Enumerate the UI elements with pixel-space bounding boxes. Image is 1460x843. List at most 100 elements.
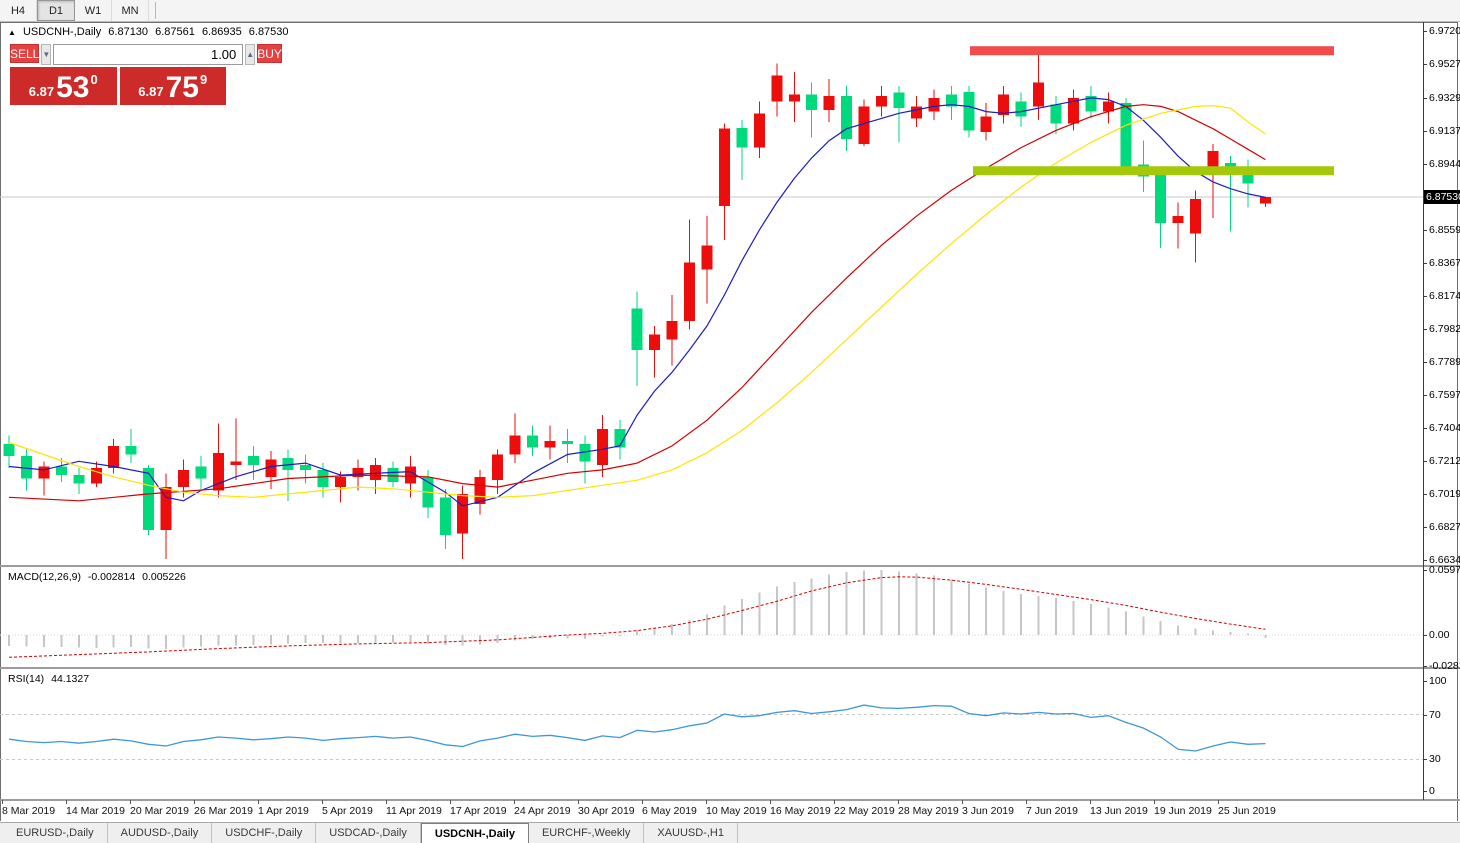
price-tick-label: 6.74045 xyxy=(1429,421,1460,434)
rsi-axis-tick xyxy=(1423,759,1427,761)
chart-window-frame xyxy=(0,22,1458,821)
time-axis-tick xyxy=(66,800,67,804)
rsi-tick-label: 0 xyxy=(1429,785,1435,797)
date-label: 26 Mar 2019 xyxy=(194,805,253,817)
price-axis-tick xyxy=(1423,163,1427,165)
quote-open: 6.87130 xyxy=(108,26,149,38)
buy-button[interactable]: BUY xyxy=(257,44,282,65)
candle-body xyxy=(788,94,800,102)
volume-increase-button[interactable]: ▲ xyxy=(245,44,256,65)
price-axis-tick xyxy=(1423,130,1427,132)
candle-body xyxy=(858,106,870,145)
candle-body xyxy=(125,445,137,455)
price-tick-label: 6.91370 xyxy=(1429,124,1460,137)
rsi-tick-label: 70 xyxy=(1429,708,1441,721)
macd-tick-label: 0.059758 xyxy=(1429,563,1460,576)
sell-price-display[interactable]: 6.87 53 0 xyxy=(10,67,117,105)
candle-body xyxy=(108,445,120,469)
tab-eurchf[interactable]: EURCHF-,Weekly xyxy=(529,823,645,843)
candle-body xyxy=(544,440,556,448)
price-tick-label: 6.79820 xyxy=(1429,322,1460,335)
timeframe-button-d1[interactable]: D1 xyxy=(37,0,75,21)
candle-body xyxy=(73,475,85,484)
candle-body xyxy=(1207,151,1219,174)
candle-body xyxy=(282,457,294,470)
date-label: 19 Jun 2019 xyxy=(1154,805,1212,817)
candle-body xyxy=(701,245,713,270)
candle-body xyxy=(352,468,364,477)
date-label: 20 Mar 2019 xyxy=(130,805,189,817)
macd-label: MACD(12,26,9) -0.002814 0.005226 xyxy=(8,571,190,583)
time-axis-tick xyxy=(578,800,579,804)
candle-body xyxy=(684,262,696,321)
collapse-arrow-icon[interactable]: ▲ xyxy=(8,28,16,37)
candle-body xyxy=(247,456,259,465)
candle-body xyxy=(300,464,312,470)
rsi-timeaxis-divider xyxy=(0,799,1460,801)
tab-xauusd[interactable]: XAUUSD-,H1 xyxy=(644,823,738,843)
volume-input[interactable] xyxy=(53,44,244,65)
macd-value-main: -0.002814 xyxy=(87,571,136,583)
candle-body xyxy=(317,469,329,488)
candle-body xyxy=(20,456,32,479)
tab-usdcad[interactable]: USDCAD-,Daily xyxy=(316,823,421,843)
date-label: 5 Apr 2019 xyxy=(322,805,373,817)
candle-body xyxy=(963,91,975,131)
timeframe-button-w1[interactable]: W1 xyxy=(75,0,112,21)
candle-body xyxy=(579,444,591,462)
candle-body xyxy=(1190,199,1202,234)
rsi-axis-tick xyxy=(1423,714,1427,716)
tab-audusd[interactable]: AUDUSD-,Daily xyxy=(108,823,213,843)
date-label: 28 May 2019 xyxy=(898,805,959,817)
price-tick-label: 6.77895 xyxy=(1429,355,1460,368)
rsi-value: 44.1327 xyxy=(51,673,90,685)
timeframe-button-h4[interactable]: H4 xyxy=(0,0,37,21)
support-level-bar[interactable] xyxy=(973,166,1334,176)
candle-body xyxy=(474,476,486,505)
buy-price-prefix: 6.87 xyxy=(138,84,164,99)
time-axis-tick xyxy=(130,800,131,804)
date-label: 24 Apr 2019 xyxy=(514,805,571,817)
candle-body xyxy=(527,435,538,448)
main-macd-divider[interactable] xyxy=(0,565,1460,567)
symbol-name: USDCNH-,Daily xyxy=(22,26,102,38)
date-label: 8 Mar 2019 xyxy=(2,805,56,817)
candle-body xyxy=(736,128,748,148)
time-axis-tick xyxy=(898,800,899,804)
candle-body xyxy=(492,454,504,481)
volume-decrease-button[interactable]: ▼ xyxy=(41,44,52,65)
time-axis-tick xyxy=(258,800,259,804)
date-label: 3 Jun 2019 xyxy=(962,805,1014,817)
candle-body xyxy=(1102,101,1114,112)
buy-price-display[interactable]: 6.87 75 9 xyxy=(119,67,226,105)
price-axis-tick xyxy=(1423,361,1427,363)
candle-body xyxy=(1050,104,1062,124)
candle-body xyxy=(928,97,940,112)
date-label: 14 Mar 2019 xyxy=(66,805,125,817)
price-axis-tick xyxy=(1423,262,1427,264)
price-tick-label: 6.85595 xyxy=(1429,223,1460,236)
time-axis-tick xyxy=(1154,800,1155,804)
candle-body xyxy=(1033,82,1045,107)
price-axis-tick xyxy=(1423,527,1427,528)
date-label: 16 May 2019 xyxy=(770,805,831,817)
quote-close: 6.87530 xyxy=(248,26,289,38)
price-tick-label: 6.83670 xyxy=(1429,256,1460,269)
resistance-level-bar[interactable] xyxy=(970,46,1334,56)
price-tick-label: 6.81745 xyxy=(1429,289,1460,302)
date-label: 10 May 2019 xyxy=(706,805,767,817)
macd-signal-line xyxy=(8,576,1266,658)
tab-usdchf[interactable]: USDCHF-,Daily xyxy=(212,823,317,843)
candle-body xyxy=(1172,216,1184,224)
macd-axis-tick xyxy=(1423,665,1427,667)
price-tick-label: 6.68270 xyxy=(1429,521,1460,533)
fast-ma-blue-line xyxy=(8,97,1266,507)
macd-rsi-divider[interactable] xyxy=(0,667,1460,669)
symbol-title[interactable]: ▲ USDCNH-,Daily 6.87130 6.87561 6.86935 … xyxy=(8,26,293,38)
sell-button[interactable]: SELL xyxy=(10,44,40,65)
candle-body xyxy=(265,459,277,477)
tab-usdcnh[interactable]: USDCNH-,Daily xyxy=(420,823,529,843)
timeframe-button-mn[interactable]: MN xyxy=(112,0,149,21)
tab-eurusd[interactable]: EURUSD-,Daily xyxy=(3,823,108,843)
